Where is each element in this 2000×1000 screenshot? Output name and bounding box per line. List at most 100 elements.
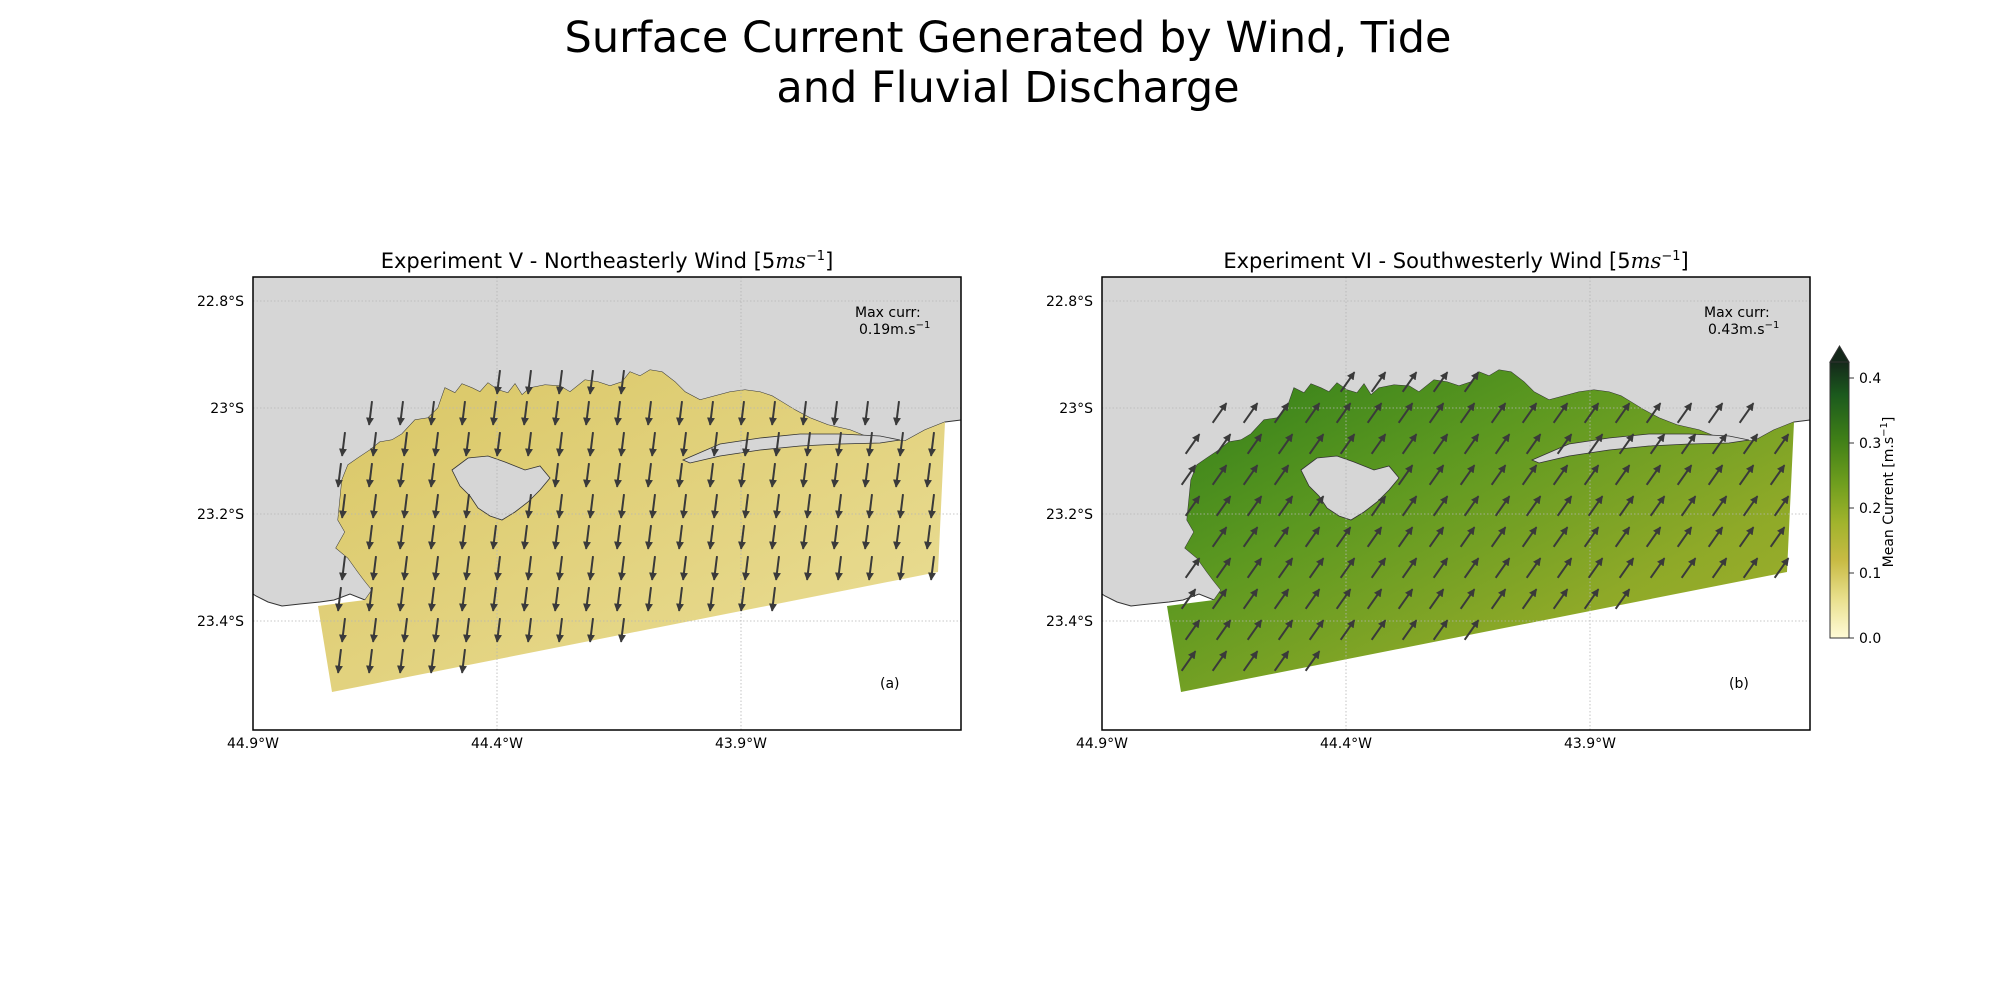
current-arrow: [927, 493, 936, 519]
panel-a-letter: (a): [880, 676, 900, 692]
current-arrow: [706, 524, 715, 550]
current-arrow: [1494, 557, 1511, 579]
current-arrow: [1711, 557, 1728, 579]
current-arrow: [1397, 526, 1414, 548]
panel-a-frame: [252, 276, 962, 731]
current-arrow: [675, 524, 684, 550]
current-arrow: [493, 431, 502, 457]
current-arrow: [1273, 402, 1290, 424]
current-arrow: [648, 555, 657, 581]
current-arrow: [644, 586, 653, 612]
current-arrow: [1366, 402, 1383, 424]
current-arrow: [617, 369, 626, 395]
current-arrow: [861, 462, 870, 488]
current-arrow: [1432, 619, 1449, 641]
current-arrow: [1277, 619, 1294, 641]
current-arrow: [834, 555, 843, 581]
current-arrow: [400, 555, 409, 581]
current-arrow: [338, 431, 347, 457]
current-arrow: [1277, 433, 1294, 455]
current-arrow: [1339, 371, 1356, 393]
current-arrow: [892, 400, 901, 426]
current-arrow: [1339, 433, 1356, 455]
current-arrow: [1308, 495, 1325, 517]
panel-b-current-arrows: [1180, 371, 1790, 672]
current-arrow: [803, 493, 812, 519]
current-arrow: [1583, 526, 1600, 548]
current-arrow: [861, 524, 870, 550]
current-arrow: [1521, 526, 1538, 548]
colorbar-ticks: [1849, 377, 1854, 639]
current-arrow: [1215, 557, 1232, 579]
current-arrow: [923, 462, 932, 488]
current-arrow: [706, 462, 715, 488]
current-arrow: [644, 400, 653, 426]
current-arrow: [1184, 619, 1201, 641]
current-arrow: [1184, 495, 1201, 517]
current-arrow: [679, 555, 688, 581]
current-arrow: [1556, 433, 1573, 455]
current-arrow: [675, 586, 684, 612]
current-arrow: [1490, 588, 1507, 610]
current-arrow: [524, 617, 533, 643]
panel-a-current-arrows: [334, 369, 936, 674]
current-arrow: [1370, 495, 1387, 517]
colorbar-tick-label: 0.1: [1859, 566, 1881, 582]
figure-title-line1: Surface Current Generated by Wind, Tide: [565, 13, 1452, 63]
current-arrow: [644, 462, 653, 488]
current-arrow: [520, 524, 529, 550]
current-arrow: [830, 462, 839, 488]
current-arrow: [892, 524, 901, 550]
current-arrow: [834, 493, 843, 519]
current-arrow: [493, 555, 502, 581]
current-arrow: [772, 493, 781, 519]
current-arrow: [582, 524, 591, 550]
current-arrow: [1428, 526, 1445, 548]
current-arrow: [524, 431, 533, 457]
current-arrow: [1711, 495, 1728, 517]
current-arrow: [1556, 557, 1573, 579]
current-arrow: [489, 524, 498, 550]
current-arrow: [706, 400, 715, 426]
current-arrow: [1215, 495, 1232, 517]
panel-b-letter: (b): [1729, 676, 1749, 692]
current-arrow: [1587, 557, 1604, 579]
current-arrow: [369, 431, 378, 457]
current-arrow: [1308, 433, 1325, 455]
current-arrow: [1428, 402, 1445, 424]
current-arrow: [1211, 402, 1228, 424]
current-arrow: [524, 369, 533, 395]
current-arrow: [865, 493, 874, 519]
current-arrow: [861, 400, 870, 426]
current-arrow: [555, 431, 564, 457]
current-arrow: [1769, 526, 1786, 548]
current-arrow: [613, 524, 622, 550]
current-arrow: [1552, 402, 1569, 424]
current-arrow: [396, 400, 405, 426]
current-arrow: [1370, 433, 1387, 455]
current-arrow: [489, 586, 498, 612]
current-arrow: [1459, 588, 1476, 610]
current-arrow: [1242, 588, 1259, 610]
current-arrow: [675, 400, 684, 426]
panel-b-max-value: 0.43m.s−1: [1708, 320, 1779, 338]
current-arrow: [799, 462, 808, 488]
current-arrow: [613, 400, 622, 426]
current-arrow: [462, 617, 471, 643]
current-arrow: [334, 586, 343, 612]
colorbar-tick-label: 0.2: [1859, 501, 1881, 517]
current-arrow: [737, 524, 746, 550]
current-arrow: [1583, 588, 1600, 610]
current-arrow: [1180, 650, 1197, 672]
current-arrow: [737, 400, 746, 426]
current-arrow: [1521, 588, 1538, 610]
current-arrow: [1711, 433, 1728, 455]
current-arrow: [458, 648, 467, 674]
current-arrow: [462, 493, 471, 519]
current-arrow: [1180, 464, 1197, 486]
current-arrow: [462, 555, 471, 581]
current-arrow: [586, 369, 595, 395]
current-arrow: [896, 431, 905, 457]
lon-tick: 44.9°W: [227, 736, 279, 752]
